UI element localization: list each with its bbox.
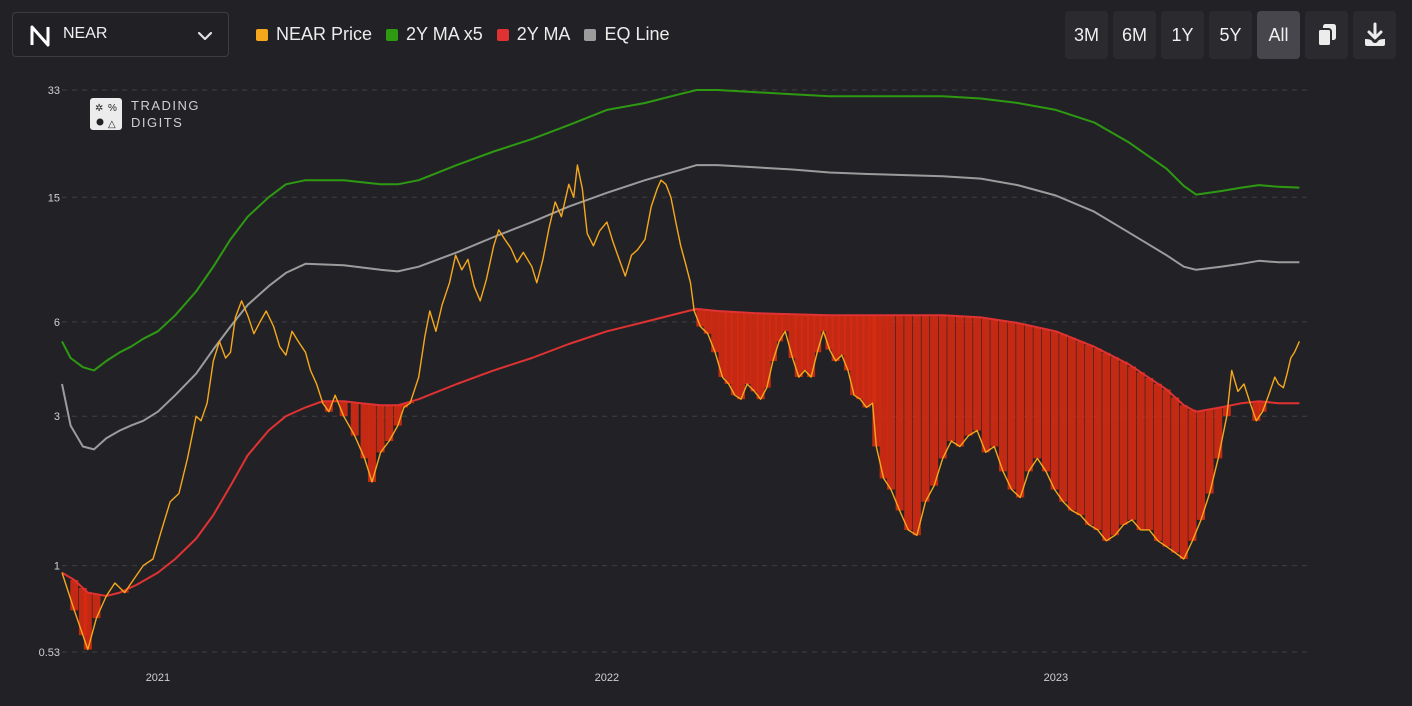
copy-icon — [1316, 24, 1336, 47]
brand-line1: TRADING — [131, 98, 200, 113]
x-tick-label: 2023 — [1044, 672, 1068, 684]
legend-label: NEAR Price — [276, 24, 373, 44]
legend-label: 2Y MA x5 — [406, 24, 483, 44]
brand-logo-glyph: % — [108, 103, 117, 114]
legend-label: EQ Line — [604, 24, 670, 44]
legend-swatch — [386, 28, 399, 41]
y-tick-label: 6 — [54, 317, 60, 329]
legend-swatch — [256, 28, 268, 41]
legend-swatch — [496, 28, 509, 41]
legend-item-2y-ma[interactable]: 2Y MA — [496, 24, 571, 45]
x-tick-label: 2022 — [595, 672, 619, 684]
y-tick-label: 1 — [54, 561, 60, 573]
chevron-down-icon — [197, 31, 213, 41]
legend-item-eq-line[interactable]: EQ Line — [584, 24, 670, 45]
brand-watermark: ✲ % △ TRADING DIGITS — [90, 98, 200, 130]
brand-logo-dot — [96, 118, 104, 126]
brand-line2: DIGITS — [131, 115, 183, 130]
series-line-2y-ma — [61, 307, 1300, 597]
series-line-eq-line — [61, 164, 1300, 451]
toolbar: 3M 6M 1Y 5Y All — [1065, 11, 1396, 59]
asset-selector[interactable]: NEAR — [12, 12, 229, 57]
brand-logo-glyph: ✲ — [95, 103, 103, 114]
download-icon — [1364, 22, 1385, 46]
legend-item-near-price[interactable]: NEAR Price — [256, 24, 372, 45]
legend-label: 2Y MA — [516, 24, 571, 44]
chart-grid — [62, 89, 1308, 653]
range-button-all[interactable]: All — [1257, 11, 1300, 59]
asset-name: NEAR — [63, 25, 108, 42]
range-button-3m[interactable]: 3M — [1065, 11, 1108, 59]
chart-series-layer — [61, 89, 1301, 651]
x-axis: 2021 2022 2023 — [146, 672, 1068, 684]
copy-button[interactable] — [1305, 11, 1348, 59]
y-tick-label: 3 — [54, 411, 60, 423]
y-tick-label: 0.53 — [39, 647, 60, 659]
near-logo-icon — [30, 25, 50, 47]
range-button-1y[interactable]: 1Y — [1161, 11, 1204, 59]
range-button-6m[interactable]: 6M — [1113, 11, 1156, 59]
series-line-2y-ma-x5 — [61, 89, 1300, 372]
chart-fill-area — [70, 309, 1267, 650]
legend-item-2y-ma-x5[interactable]: 2Y MA x5 — [386, 24, 483, 45]
y-tick-label: 33 — [48, 85, 60, 97]
x-tick-label: 2021 — [146, 672, 170, 684]
y-tick-label: 15 — [48, 192, 60, 204]
series-line-near-price — [61, 164, 1301, 651]
legend: NEAR Price 2Y MA x5 2Y MA EQ Line — [256, 24, 684, 45]
brand-logo-glyph: △ — [108, 119, 116, 130]
download-button[interactable] — [1353, 11, 1396, 59]
y-axis: 33 15 6 3 1 0.53 — [39, 85, 60, 659]
legend-swatch — [584, 28, 597, 41]
range-button-5y[interactable]: 5Y — [1209, 11, 1252, 59]
